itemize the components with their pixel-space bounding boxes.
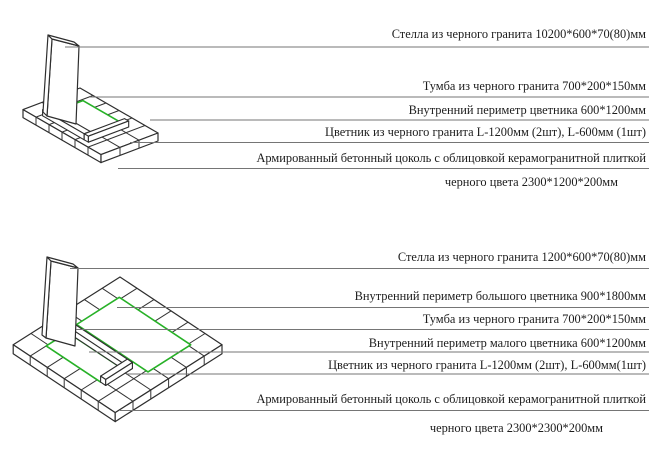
label-flowerbed-bottom: Цветник из черного гранита L-1200мм (2шт… <box>328 358 646 372</box>
label-tumba-bottom: Тумба из черного гранита 700*200*150мм <box>422 312 646 326</box>
label-base-bottom: Армированный бетонный цоколь с облицовко… <box>256 392 646 406</box>
label-inner-perimeter-top: Внутренний периметр цветника 600*1200мм <box>408 103 646 117</box>
label-base-top: Армированный бетонный цоколь с облицовко… <box>256 151 646 165</box>
label-stela-bottom: Стелла из черного гранита 1200*600*70(80… <box>397 250 646 264</box>
label-base-dimensions-top: черного цвета 2300*1200*200мм <box>444 175 618 189</box>
label-stela-top: Стелла из черного гранита 10200*600*70(8… <box>391 27 646 41</box>
label-small-flowerbed-perimeter: Внутренний периметр малого цветника 600*… <box>368 336 646 350</box>
monument-diagram-double <box>12 256 649 423</box>
label-tumba-top: Тумба из черного гранита 700*200*150мм <box>422 79 646 93</box>
label-big-flowerbed-perimeter: Внутренний периметр большого цветника 90… <box>354 289 646 303</box>
label-flowerbed-top: Цветник из черного гранита L-1200мм (2шт… <box>325 125 646 139</box>
label-base-dimensions-bottom: черного цвета 2300*2300*200мм <box>429 421 603 435</box>
monument-diagram-single <box>22 34 649 169</box>
